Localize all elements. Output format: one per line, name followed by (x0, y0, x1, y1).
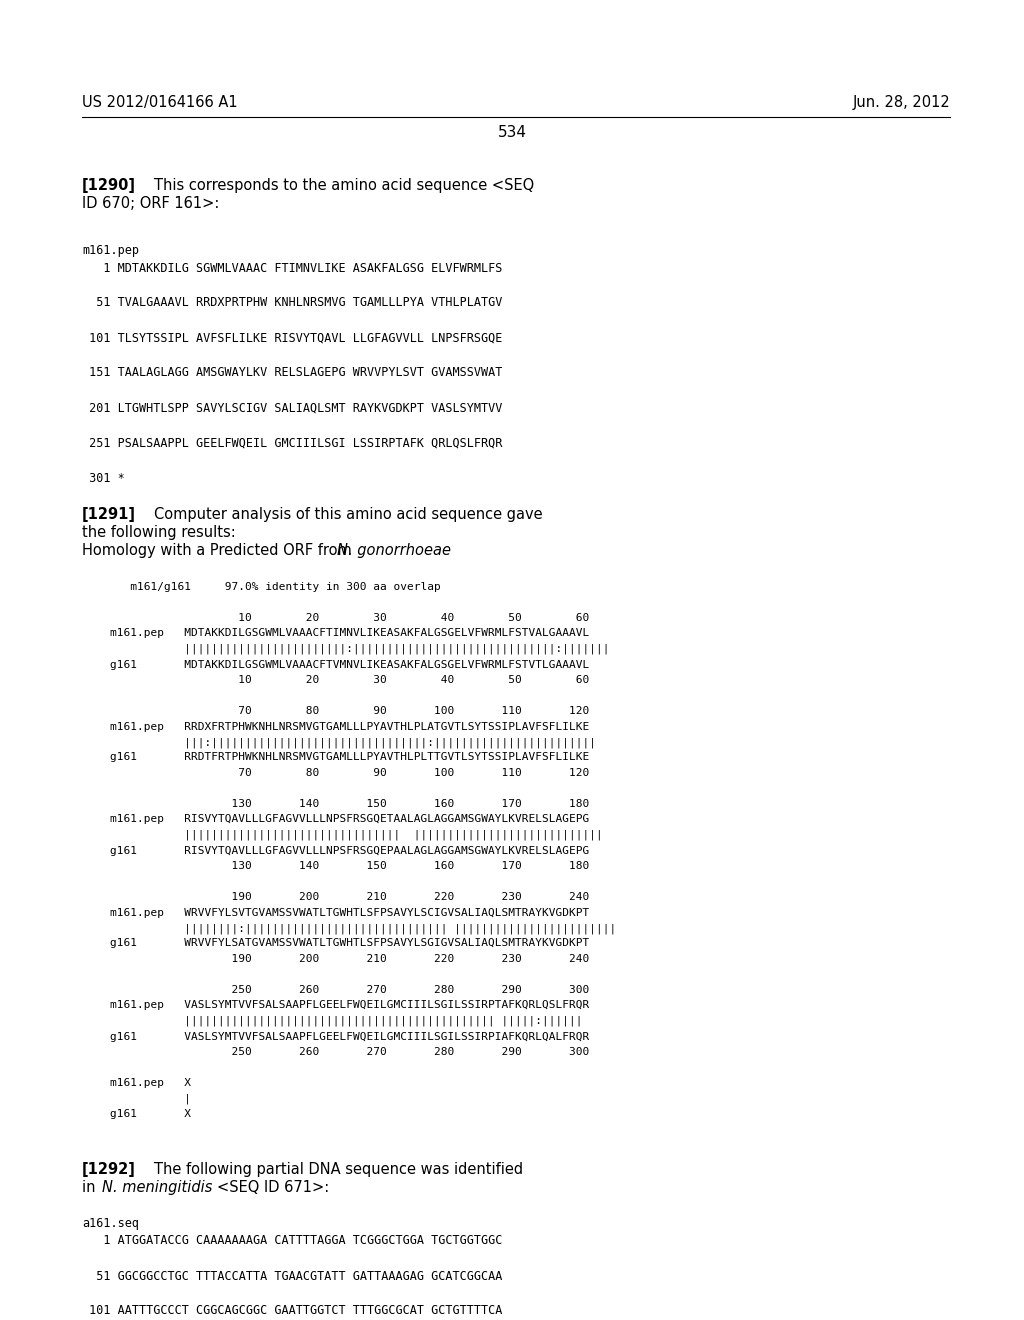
Text: the following results:: the following results: (82, 525, 236, 540)
Text: 101 TLSYTSSIPL AVFSFLILKE RISVYTQAVL LLGFAGVVLL LNPSFRSGQE: 101 TLSYTSSIPL AVFSFLILKE RISVYTQAVL LLG… (82, 331, 503, 345)
Text: 190       200       210       220       230       240: 190 200 210 220 230 240 (110, 892, 589, 902)
Text: [1290]: [1290] (82, 178, 136, 193)
Text: 70        80        90       100       110       120: 70 80 90 100 110 120 (110, 706, 589, 715)
Text: a161.seq: a161.seq (82, 1217, 139, 1230)
Text: 251 PSALSAAPPL GEELFWQEIL GMCIIILSGI LSSIRPTAFK QRLQSLFRQR: 251 PSALSAAPPL GEELFWQEIL GMCIIILSGI LSS… (82, 437, 503, 450)
Text: m161.pep   RRDXFRTPHWKNHLNRSMVGTGAMLLLPYAVTHLPLATGVTLSYTSSIPLAVFSFLILKE: m161.pep RRDXFRTPHWKNHLNRSMVGTGAMLLLPYAV… (110, 722, 589, 731)
Text: [1292]: [1292] (82, 1162, 136, 1177)
Text: 190       200       210       220       230       240: 190 200 210 220 230 240 (110, 954, 589, 964)
Text: g161       WRVVFYLSATGVAMSSVWATLTGWHTLSFPSAVYLSGIGVSALIAQLSMTRAYKVGDKPT: g161 WRVVFYLSATGVAMSSVWATLTGWHTLSFPSAVYL… (110, 939, 589, 949)
Text: 10        20        30        40        50        60: 10 20 30 40 50 60 (110, 675, 589, 685)
Text: 10        20        30        40        50        60: 10 20 30 40 50 60 (110, 612, 589, 623)
Text: The following partial DNA sequence was identified: The following partial DNA sequence was i… (154, 1162, 523, 1177)
Text: Computer analysis of this amino acid sequence gave: Computer analysis of this amino acid seq… (154, 507, 543, 521)
Text: Jun. 28, 2012: Jun. 28, 2012 (852, 95, 950, 110)
Text: <SEQ ID 671>:: <SEQ ID 671>: (217, 1180, 330, 1195)
Text: 130       140       150       160       170       180: 130 140 150 160 170 180 (110, 799, 589, 809)
Text: N. gonorrhoeae: N. gonorrhoeae (337, 543, 451, 558)
Text: ||||||||||||||||||||||||:||||||||||||||||||||||||||||||:|||||||: ||||||||||||||||||||||||:|||||||||||||||… (110, 644, 609, 655)
Text: 1 ATGGATACCG CAAAAAAAGA CATTTTAGGA TCGGGCTGGA TGCTGGTGGC: 1 ATGGATACCG CAAAAAAAGA CATTTTAGGA TCGGG… (82, 1234, 503, 1247)
Text: 1 MDTAKKDILG SGWMLVAAAC FTIMNVLIKE ASAKFALGSG ELVFWRMLFS: 1 MDTAKKDILG SGWMLVAAAC FTIMNVLIKE ASAKF… (82, 261, 503, 275)
Text: g161       RISVYTQAVLLLGFAGVVLLLNPSFRSGQEPAALAGLAGGAMSGWAYLKVRELSLAGEPG: g161 RISVYTQAVLLLGFAGVVLLLNPSFRSGQEPAALA… (110, 846, 589, 855)
Text: N. meningitidis: N. meningitidis (102, 1180, 212, 1195)
Text: ||||||||||||||||||||||||||||||||  ||||||||||||||||||||||||||||: |||||||||||||||||||||||||||||||| |||||||… (110, 830, 603, 841)
Text: g161       RRDTFRTPHWKNHLNRSMVGTGAMLLLPYAVTHLPLTTGVTLSYTSSIPLAVFSFLILKE: g161 RRDTFRTPHWKNHLNRSMVGTGAMLLLPYAVTHLP… (110, 752, 589, 763)
Text: 250       260       270       280       290       300: 250 260 270 280 290 300 (110, 985, 589, 995)
Text: ID 670; ORF 161>:: ID 670; ORF 161>: (82, 195, 219, 211)
Text: 101 AATTTGCCCT CGGCAGCGGC GAATTGGTCT TTTGGCGCAT GCTGTTTTCA: 101 AATTTGCCCT CGGCAGCGGC GAATTGGTCT TTT… (82, 1304, 503, 1317)
Text: m161.pep   VASLSYMTVVFSALSAAPFLGEELFWQEILGMCIIILSGILSSIRPTAFKQRLQSLFRQR: m161.pep VASLSYMTVVFSALSAAPFLGEELFWQEILG… (110, 1001, 589, 1011)
Text: 130       140       150       160       170       180: 130 140 150 160 170 180 (110, 861, 589, 871)
Text: m161.pep   WRVVFYLSVTGVAMSSVWATLTGWHTLSFPSAVYLSCIGVSALIAQLSMTRAYKVGDKPT: m161.pep WRVVFYLSVTGVAMSSVWATLTGWHTLSFPS… (110, 908, 589, 917)
Text: Homology with a Predicted ORF from: Homology with a Predicted ORF from (82, 543, 356, 558)
Text: 151 TAALAGLAGG AMSGWAYLKV RELSLAGEPG WRVVPYLSVT GVAMSSVWAT: 151 TAALAGLAGG AMSGWAYLKV RELSLAGEPG WRV… (82, 367, 503, 380)
Text: This corresponds to the amino acid sequence <SEQ: This corresponds to the amino acid seque… (154, 178, 535, 193)
Text: 70        80        90       100       110       120: 70 80 90 100 110 120 (110, 768, 589, 777)
Text: g161       X: g161 X (110, 1109, 191, 1119)
Text: m161.pep: m161.pep (82, 244, 139, 257)
Text: [1291]: [1291] (82, 507, 136, 521)
Text: US 2012/0164166 A1: US 2012/0164166 A1 (82, 95, 238, 110)
Text: 534: 534 (498, 125, 526, 140)
Text: 301 *: 301 * (82, 471, 125, 484)
Text: ||||||||:|||||||||||||||||||||||||||||| ||||||||||||||||||||||||: ||||||||:|||||||||||||||||||||||||||||| … (110, 923, 616, 933)
Text: 51 GGCGGCCTGC TTTACCATTA TGAACGTATT GATTAAAGAG GCATCGGCAA: 51 GGCGGCCTGC TTTACCATTA TGAACGTATT GATT… (82, 1270, 503, 1283)
Text: |: | (110, 1093, 191, 1104)
Text: 201 LTGWHTLSPP SAVYLSCIGV SALIAQLSMT RAYKVGDKPT VASLSYMTVV: 201 LTGWHTLSPP SAVYLSCIGV SALIAQLSMT RAY… (82, 401, 503, 414)
Text: m161.pep   X: m161.pep X (110, 1078, 191, 1088)
Text: |||||||||||||||||||||||||||||||||||||||||||||| |||||:||||||: ||||||||||||||||||||||||||||||||||||||||… (110, 1016, 583, 1027)
Text: 51 TVALGAAAVL RRDXPRTPHW KNHLNRSMVG TGAMLLLPYA VTHLPLATGV: 51 TVALGAAAVL RRDXPRTPHW KNHLNRSMVG TGAM… (82, 297, 503, 309)
Text: in: in (82, 1180, 100, 1195)
Text: m161/g161     97.0% identity in 300 aa overlap: m161/g161 97.0% identity in 300 aa overl… (110, 582, 440, 591)
Text: g161       VASLSYMTVVFSALSAAPFLGEELFWQEILGMCIIILSGILSSIRPIAFKQRLQALFRQR: g161 VASLSYMTVVFSALSAAPFLGEELFWQEILGMCII… (110, 1031, 589, 1041)
Text: g161       MDTAKKDILGSGWMLVAAACFTVMNVLIKEASAKFALGSGELVFWRMLFSTVTLGAAAVL: g161 MDTAKKDILGSGWMLVAAACFTVMNVLIKEASAKF… (110, 660, 589, 669)
Text: |||:||||||||||||||||||||||||||||||||:||||||||||||||||||||||||: |||:||||||||||||||||||||||||||||||||:|||… (110, 737, 596, 747)
Text: m161.pep   RISVYTQAVLLLGFAGVVLLLNPSFRSGQETAALAGLAGGAMSGWAYLKVRELSLAGEPG: m161.pep RISVYTQAVLLLGFAGVVLLLNPSFRSGQET… (110, 814, 589, 825)
Text: m161.pep   MDTAKKDILGSGWMLVAAACFTIMNVLIKEASAKFALGSGELVFWRMLFSTVALGAAAVL: m161.pep MDTAKKDILGSGWMLVAAACFTIMNVLIKEA… (110, 628, 589, 639)
Text: 250       260       270       280       290       300: 250 260 270 280 290 300 (110, 1047, 589, 1057)
